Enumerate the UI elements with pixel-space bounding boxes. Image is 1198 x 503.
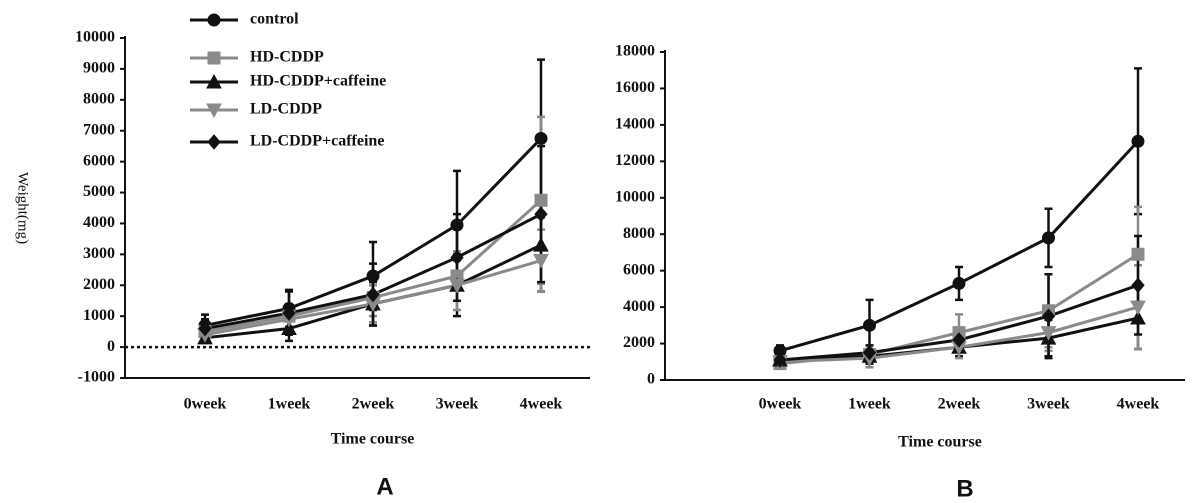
panel-label: B [956, 475, 973, 502]
legend-marker [206, 73, 222, 89]
marker [862, 344, 877, 361]
marker [1041, 308, 1056, 324]
marker [1131, 277, 1145, 294]
y-tick-label: 12000 [615, 152, 655, 169]
legend-marker [206, 103, 222, 119]
marker [863, 318, 876, 332]
marker [952, 332, 966, 348]
y-tick-label: 4000 [623, 298, 655, 315]
y-tick-label: 14000 [615, 116, 655, 133]
marker [1040, 326, 1057, 341]
x-tick-label: 1week [848, 396, 891, 413]
x-tick-label: 0week [759, 396, 802, 413]
y-tick-label: 0 [647, 371, 655, 388]
marker [449, 278, 465, 294]
legend-label: LD-CDDP [250, 101, 322, 118]
legend-label: HD-CDDP+caffeine [250, 73, 386, 90]
y-tick-label: 8000 [623, 225, 655, 242]
y-tick-label: 8000 [83, 90, 115, 107]
marker [534, 193, 548, 207]
y-tick-label: 6000 [623, 261, 655, 278]
x-axis-label: Time course [898, 434, 982, 451]
x-axis-label: Time course [331, 431, 415, 448]
legend-label: LD-CDDP+caffeine [250, 133, 384, 150]
legend-label: HD-CDDP [250, 49, 324, 66]
x-tick-label: 1week [268, 396, 311, 413]
x-tick-label: 2week [938, 396, 981, 413]
marker [1131, 134, 1145, 148]
legend-marker [207, 51, 221, 65]
x-tick-label: 2week [352, 396, 395, 413]
panel-label: A [376, 473, 393, 500]
marker [282, 305, 296, 321]
marker [1042, 231, 1055, 245]
x-tick-label: 4week [1117, 396, 1160, 413]
marker [450, 249, 464, 266]
x-tick-label: 0week [184, 396, 227, 413]
y-tick-label: 18000 [615, 43, 655, 60]
marker [534, 131, 548, 145]
marker [533, 237, 549, 252]
legend-marker [207, 13, 221, 27]
marker [450, 218, 464, 232]
x-tick-label: 4week [520, 396, 563, 413]
marker [198, 320, 212, 337]
marker [952, 276, 966, 290]
y-tick-label: 10000 [615, 188, 655, 205]
marker [1130, 309, 1146, 325]
y-tick-label: 3000 [83, 245, 115, 262]
y-tick-label: 2000 [623, 334, 655, 351]
y-tick-label: 1000 [83, 307, 115, 324]
y-tick-label: 10000 [75, 29, 115, 46]
y-tick-label: 9000 [83, 60, 115, 77]
marker [281, 320, 297, 336]
marker [366, 286, 380, 303]
legend-label: control [250, 11, 299, 28]
x-tick-label: 3week [1027, 396, 1070, 413]
y-tick-label: 5000 [83, 183, 115, 200]
y-axis-label: Weight(mg) [15, 172, 31, 244]
marker [366, 269, 380, 283]
y-tick-label: 4000 [83, 214, 115, 231]
legend-marker [207, 134, 221, 150]
marker [1130, 300, 1146, 316]
x-tick-label: 3week [436, 396, 479, 413]
marker [1131, 247, 1145, 261]
marker [773, 352, 787, 368]
y-tick-label: 16000 [615, 79, 655, 96]
y-tick-label: 7000 [83, 121, 115, 138]
y-tick-label: -1000 [78, 369, 115, 386]
marker [533, 254, 549, 269]
marker [534, 206, 548, 222]
y-tick-label: 6000 [83, 152, 115, 169]
y-tick-label: 0 [107, 338, 115, 355]
y-tick-label: 2000 [83, 276, 115, 293]
